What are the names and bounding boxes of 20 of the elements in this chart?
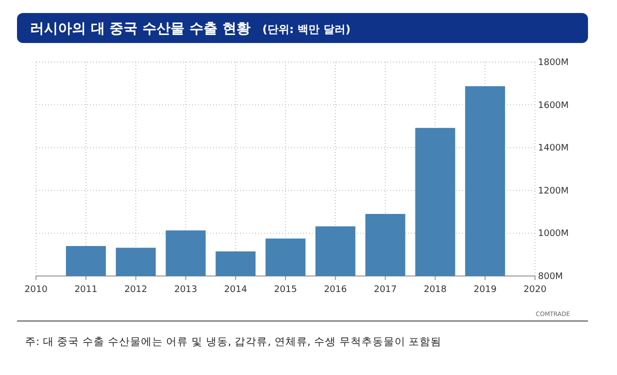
x-tick-label: 2019 [474,285,497,295]
x-tick-label: 2011 [74,285,98,295]
y-tick-label: 1800M [538,58,569,68]
y-tick-label: 1600M [538,100,569,111]
y-tick-label: 1400M [538,144,569,154]
x-tick-label: 2016 [324,285,348,295]
x-tick-label: 2017 [374,285,397,295]
y-tick-label: 800M [538,272,563,282]
x-tick-label: 2018 [424,285,447,295]
x-tick-label: 2015 [274,285,297,295]
x-tick-label: 2012 [124,285,148,295]
x-tick-label: 2013 [174,285,198,295]
x-tick-label: 2014 [224,285,248,295]
chart-subtitle: (단위: 백만 달러) [262,23,350,36]
x-tick-label: 2010 [24,285,48,295]
y-tick-label: 1200M [538,186,569,196]
y-tick-label: 1000M [538,229,569,240]
chart-title: 러시아의 대 중국 수산물 수출 현황 [30,21,250,37]
x-tick-label: 2020 [524,285,547,295]
text: 주: 대 중국 수출 수산물에는 어류 및 냉동, 갑각류, 연체류, 수생 무척추동물이 포함됨 [25,336,442,348]
